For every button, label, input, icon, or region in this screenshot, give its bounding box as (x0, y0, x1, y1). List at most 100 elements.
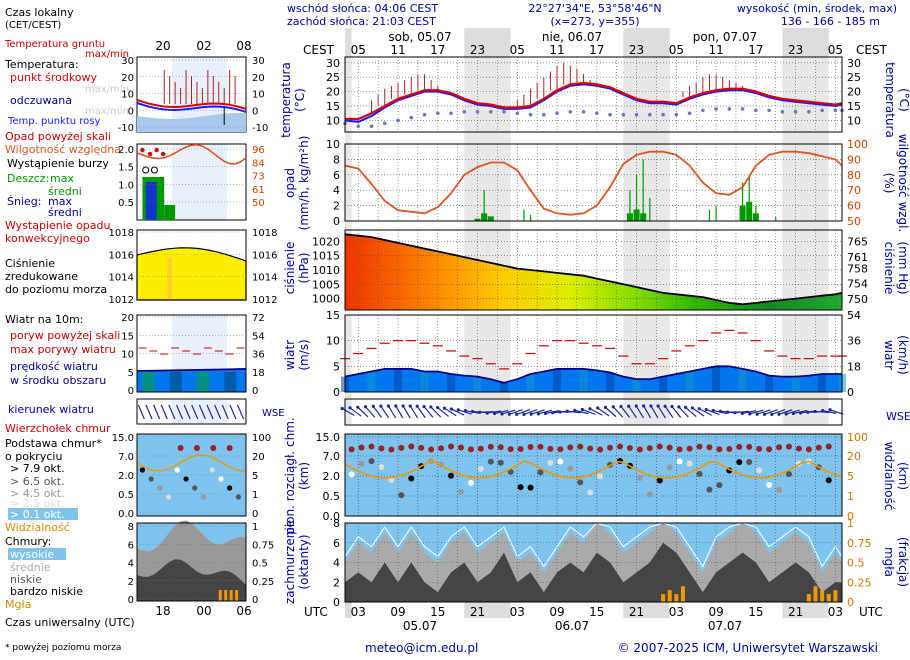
wind-arrow-290 (523, 409, 538, 415)
legend-cover-25: > 2.5 okt. (10, 497, 65, 510)
fog-ytick-right-1: 0.25 (847, 576, 872, 589)
leg-cloud-base-5 (183, 476, 189, 482)
wind-arrow-head-15 (340, 406, 344, 411)
rain-leg-right-2: 73 (252, 172, 265, 183)
legend-snow-max: max (48, 195, 72, 208)
cest-tick-10: 17 (748, 43, 763, 57)
leg-dir-arrow-11 (221, 404, 229, 420)
legend-cover-65: > 6.5 okt. (10, 475, 65, 488)
temp-ytick-left-4: 30 (326, 57, 340, 70)
wind-arrow-543 (692, 407, 705, 417)
wind-arrow-620 (742, 410, 757, 414)
rain-leg-left-1: 1.5 (118, 163, 134, 174)
cest-tick-0: 05 (351, 43, 366, 57)
rain-mid-bar-6 (739, 205, 746, 221)
wind-arrow-head-444 (627, 404, 631, 408)
legend-local-time: Czas lokalny (5, 6, 74, 19)
cloud-base-20 (348, 471, 355, 478)
wind-shade-6 (420, 371, 429, 392)
wind-arrow-head-565 (704, 407, 708, 412)
legend-local-time-tz: (CET/CEST) (5, 20, 61, 31)
fog-bar-6 (820, 590, 825, 602)
cloud-top-410 (607, 444, 614, 451)
wind-arrow-15 (341, 407, 355, 417)
wind-arrow-257 (501, 409, 516, 415)
fog-bar-7 (826, 594, 831, 602)
leg-dir-arrow-8 (198, 404, 206, 420)
wind-arrow-head-103 (401, 404, 405, 408)
utc-right: UTC (859, 605, 883, 619)
wind-arrow-411 (605, 406, 617, 418)
night-band-2 (623, 57, 670, 310)
utc-tick-6: 15 (589, 605, 604, 619)
day-bottom-3: 07.07 (708, 619, 742, 633)
press-ytick-left-2: 1010 (312, 264, 340, 277)
cloudy-leg-right-2: 0.5 (252, 559, 268, 570)
cbase-leg-left-2: 2.0 (118, 471, 134, 482)
cloud-ytick-left-2: 4 (333, 557, 340, 570)
cbase-ytick-left-1: 0.5 (323, 490, 341, 503)
wind-arrow-head-664 (770, 412, 774, 416)
legend-clouds: Chmury: (5, 535, 51, 548)
wind-arrow-488 (657, 405, 666, 419)
cloud-cover-plot: 0 2 4 6 8 0 0.25 0.5 0.75 1 (333, 517, 872, 609)
altitude-label: wysokość (min, środek, max) (737, 2, 897, 15)
cloud-ytick-left-3: 6 (333, 537, 340, 550)
ylabel-hum: wilgotność wzgl.(%) (882, 134, 910, 233)
leg-humidity-line (136, 143, 247, 165)
wind-arrow-head-653 (762, 412, 767, 416)
vis-ytick-right-4: 100 (847, 431, 868, 444)
ylabel-press-right: (mm Hg)ciśnienie (882, 241, 910, 294)
hum-ytick-right-2: 70 (847, 184, 861, 197)
cloud-base-620 (746, 459, 753, 466)
legend-column: Czas lokalny (CET/CEST) 20 02 08 Tempera… (4, 6, 285, 653)
temp-ytick-right-0: 10 (847, 114, 861, 127)
wind-arrow-head-345 (558, 410, 562, 414)
cbase-leg-left-4: 0.0 (118, 509, 134, 520)
cloud-top-500 (666, 444, 673, 451)
press-ytick-left-3: 1015 (312, 250, 340, 263)
legend-temp-felt-sub: max/min (85, 106, 129, 117)
night-footer-2 (623, 602, 670, 618)
wind-arrow-81 (387, 405, 397, 419)
cloudy-leg-left-3: 2 (128, 577, 134, 588)
cloud-top-620 (746, 443, 753, 450)
legend-cover-79: > 7.9 okt. (10, 462, 65, 475)
leg-dir-arrow-6 (183, 404, 191, 420)
temp-ytick-left-2: 20 (326, 86, 340, 99)
wind-arrow-head-488 (656, 404, 660, 408)
wind-arrow-head-125 (415, 404, 419, 408)
wind-arrow-356 (567, 410, 582, 414)
wind-arrow-169 (444, 407, 457, 417)
legend-cover-01: > 0.1 okt. (10, 508, 65, 521)
cest-tick-5: 11 (549, 43, 564, 57)
dew-point-16 (555, 111, 559, 116)
legend-local-tick-2: 02 (196, 39, 211, 53)
footer-email[interactable]: meteo@icm.edu.pl (365, 641, 478, 655)
rain-mid-bar-7 (746, 201, 753, 221)
dew-point-18 (581, 110, 586, 114)
press-leg-left-1: 1016 (109, 250, 134, 261)
utc-left: UTC (304, 605, 328, 619)
wind-arrow-head-521 (677, 405, 681, 409)
legend-rain-art (136, 143, 247, 220)
cloud-top-275 (517, 446, 524, 453)
wind-arrow-head-257 (500, 412, 504, 416)
wind-arrow-head-59 (371, 404, 375, 408)
wind-arrow-114 (409, 405, 419, 419)
legend-temp-dew: Temp. punktu rosy (7, 116, 100, 127)
fog-bar-3 (680, 586, 685, 602)
cest-tick-9: 11 (708, 43, 723, 57)
cloud-top-185 (457, 444, 464, 451)
leg-dir-arrow-1 (145, 404, 153, 420)
utc-tick-labels: 03 09 15 21 03 09 15 21 03 09 15 21 03 (351, 605, 843, 619)
wind-arrow-head-609 (733, 411, 737, 415)
rain-ytick-left-0: 0 (333, 215, 340, 228)
ylabel-cbase: pion. rozciągł. chm.(km) (283, 417, 311, 535)
wind-arrow-70 (380, 405, 390, 419)
legend-dir-compass: WSE (262, 408, 285, 419)
wind-arrow-head-697 (791, 411, 796, 416)
cloud-base-650 (766, 481, 773, 488)
wind-arrow-head-147 (429, 405, 433, 409)
cloud-base-335 (557, 458, 564, 465)
